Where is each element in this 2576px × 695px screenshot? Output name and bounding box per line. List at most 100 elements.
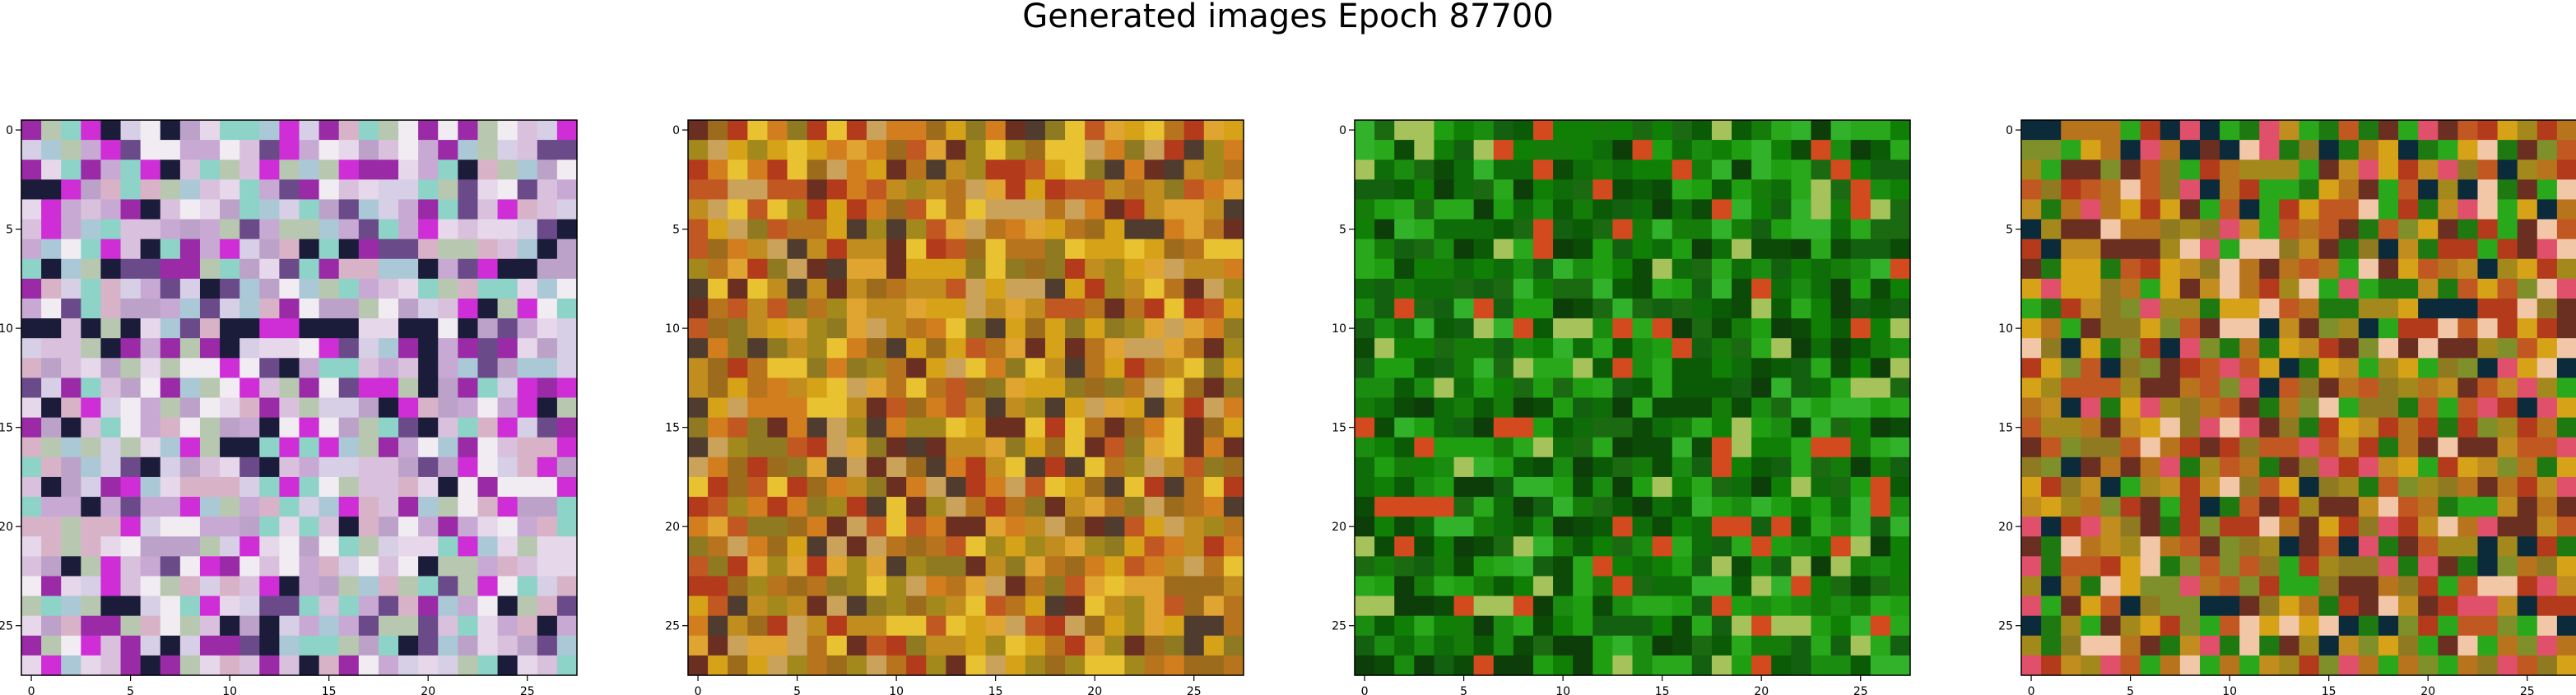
pixel-cell [1394,635,1415,656]
pixel-cell [319,239,340,260]
pixel-cell [2457,179,2479,201]
pixel-cell [21,497,42,517]
pixel-cell [179,517,201,537]
pixel-cell [1711,378,1732,399]
pixel-cell [1811,655,1832,676]
pixel-cell [1493,437,1514,458]
pixel-cell [2100,258,2122,280]
pixel-cell [239,397,260,419]
pixel-cell [398,258,419,280]
pixel-cell [160,417,181,438]
pixel-cell [2100,318,2122,339]
pixel-cell [120,378,142,399]
pixel-cell [846,298,867,319]
pixel-cell [438,219,458,240]
pixel-cell [1144,397,1165,419]
pixel-cell [497,258,518,280]
pixel-cell [497,437,518,458]
pixel-cell [1493,239,1514,260]
pixel-cell [477,358,499,378]
pixel-cell [2239,576,2260,597]
pixel-cell [926,576,946,597]
pixel-cell [497,358,518,378]
pixel-cell [259,517,280,537]
pixel-cell [2338,655,2360,676]
pixel-cell [120,476,142,498]
pixel-cell [537,258,558,280]
pixel-cell [688,556,709,577]
pixel-cell [120,258,142,280]
pixel-cell [826,358,848,378]
pixel-cell [1025,456,1046,478]
pixel-cell [2338,517,2360,537]
pixel-cell [1532,338,1554,359]
pixel-cell [2220,199,2240,220]
pixel-cell [1104,655,1125,676]
pixel-cell [2140,378,2161,399]
pixel-cell [1355,476,1375,498]
pixel-cell [1751,437,1772,458]
pixel-cell [946,338,967,359]
pixel-cell [807,437,828,458]
pixel-cell [1632,160,1653,180]
pixel-cell [1164,576,1185,597]
pixel-cell [1374,615,1395,637]
pixel-cell [378,497,399,517]
pixel-cell [1434,437,1455,458]
pixel-cell [1751,497,1772,517]
pixel-cell [220,120,240,141]
pixel-cell [2179,456,2201,478]
pixel-cell [120,160,142,180]
pixel-cell [2418,258,2439,280]
pixel-cell [906,378,927,399]
pixel-cell [259,635,280,656]
pixel-cell [1870,318,1891,339]
pixel-cell [866,397,887,419]
pixel-cell [1124,635,1146,656]
pixel-cell [846,595,867,617]
pixel-cell [1085,517,1105,537]
pixel-cell [398,199,419,220]
pixel-cell [120,556,142,577]
pixel-cell [140,456,161,478]
pixel-cell [2199,536,2220,557]
pixel-cell [2536,258,2558,280]
pixel-cell [319,358,340,378]
pixel-cell [1672,655,1693,676]
pixel-cell [1553,437,1574,458]
pixel-cell [1691,456,1713,478]
pixel-cell [1612,199,1634,220]
pixel-cell [556,338,578,359]
pixel-cell [688,179,709,201]
pixel-cell [81,338,102,359]
pixel-cell [2378,536,2399,557]
pixel-cell [1044,258,1066,280]
pixel-cell [807,655,828,676]
pixel-cell [1005,318,1026,339]
pixel-cell [1890,556,1911,577]
pixel-cell [1223,318,1244,339]
pixel-cell [100,199,122,220]
pixel-cell [1811,417,1832,438]
pixel-cell [1085,278,1105,299]
pixel-cell [497,655,518,676]
pixel-cell [1532,258,1554,280]
pixel-cell [1394,476,1415,498]
pixel-cell [2536,358,2558,378]
pixel-cell [61,437,81,458]
pixel-cell [299,615,320,637]
pixel-cell [1183,476,1205,498]
pixel-cell [398,298,419,319]
pixel-cell [299,199,320,220]
pixel-cell [1025,199,1046,220]
pixel-cell [1791,456,1812,478]
pixel-cell [1144,476,1165,498]
pixel-cell [2179,199,2201,220]
pixel-cell [1414,338,1435,359]
pixel-cell [965,338,987,359]
pixel-cell [807,318,828,339]
pixel-cell [378,338,399,359]
pixel-cell [1513,239,1534,260]
pixel-cell [2536,140,2558,160]
pixel-cell [747,199,769,220]
